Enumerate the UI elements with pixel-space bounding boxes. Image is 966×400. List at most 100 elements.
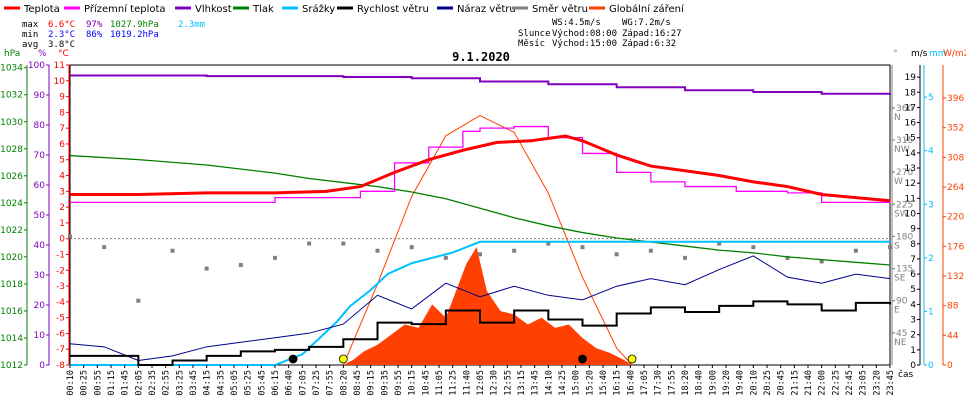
mm-axis-label: 4: [928, 147, 934, 157]
degc-axis-label: 2: [59, 203, 65, 213]
pct-axis-label: 90: [34, 91, 46, 101]
x-tick-label: 20:45: [777, 370, 787, 396]
x-axis: 00:10 00:25 00:55 01:15 01:45 02:05 02:35 02:55…: [66, 365, 896, 396]
wind-direction-point: [888, 245, 892, 250]
x-tick-label: 07:55: [326, 370, 336, 396]
x-tick-label: 12:05: [476, 370, 486, 396]
ms-axis-label: 4: [910, 300, 916, 310]
ms-axis-label: 6: [910, 270, 916, 280]
x-tick-label: 22:00: [818, 370, 828, 396]
x-tick-label: 08:45: [353, 370, 363, 396]
info-ws: WS:4.5m/s: [552, 18, 601, 28]
hpa-axis-label: 1016: [0, 307, 23, 317]
x-tick-label: 19:20: [722, 370, 732, 396]
degc-axis-label: 8: [59, 108, 65, 118]
x-tick-label: 17:30: [654, 370, 664, 396]
chart-title: 9.1.2020: [452, 50, 510, 64]
unit-ms: m/s: [911, 49, 928, 59]
hpa-axis-label: 1026: [0, 172, 23, 182]
plot-area: [68, 74, 892, 366]
x-tick-label: 23:20: [872, 370, 882, 396]
pct-axis-label: 0: [39, 361, 45, 371]
legend-label: Srážky: [302, 3, 335, 15]
wm2-axis-label: 0: [947, 361, 953, 371]
wind-direction-point: [683, 255, 687, 260]
wm2-axis-label: 176: [947, 242, 964, 252]
x-tick-label: 02:55: [162, 370, 172, 396]
x-tick-label: 00:55: [93, 370, 103, 396]
x-tick-label: 13:15: [517, 370, 527, 396]
ms-axis-label: 0: [910, 361, 916, 371]
sunrise-marker: [338, 354, 348, 364]
degc-axis-label: 1: [59, 219, 65, 229]
legend: Teplota Přízemní teplota Vlhkost Tlak Srážky…: [4, 3, 685, 15]
axes: 1012101410161018102010221024102610281030…: [0, 61, 964, 371]
degc-axis-label: 11: [54, 61, 65, 71]
pressure-line: [69, 154, 891, 266]
stats-avg-label: avg: [22, 40, 38, 50]
degc-axis-label: 4: [59, 172, 65, 182]
x-tick-label: 19:40: [736, 370, 746, 396]
wind-direction-point: [648, 248, 653, 253]
unit-hpa: hPa: [4, 49, 20, 59]
stats-avg-temp: 3.8°C: [48, 40, 75, 50]
x-tick-label: 22:25: [831, 370, 841, 396]
pct-axis-label: 30: [34, 271, 46, 281]
deg-axis-label: 180: [896, 232, 913, 242]
ms-axis-label: 19: [905, 73, 917, 83]
x-tick-label: 22:45: [845, 370, 855, 396]
x-tick-label: 17:55: [667, 370, 677, 396]
legend-label: Přízemní teplota: [84, 3, 166, 15]
wind-direction-point: [68, 234, 72, 239]
x-tick-label: 02:05: [134, 370, 144, 396]
hpa-axis-label: 1024: [0, 199, 23, 209]
ms-axis-label: 8: [910, 240, 916, 250]
deg-axis-label: 135: [896, 265, 913, 275]
wind-direction-point: [614, 252, 619, 257]
degc-axis-label: 9: [59, 93, 65, 103]
x-tick-label: 02:35: [148, 370, 158, 396]
x-tick-label: 12:55: [503, 370, 513, 396]
x-tick-label: 11:25: [449, 370, 459, 396]
unit-cas: čas: [898, 369, 913, 380]
moonset-marker: [288, 354, 298, 364]
wind-direction-point: [102, 245, 107, 250]
legend-label: Globální záření: [609, 3, 685, 15]
x-tick-label: 11:05: [435, 370, 445, 396]
info-wg: WG:7.2m/s: [622, 18, 671, 28]
degc-axis-label: 10: [54, 77, 66, 87]
x-tick-label: 23:45: [886, 370, 896, 396]
info-block: WS:4.5m/s WG:7.2m/s Slunce Východ:08:00 …: [518, 18, 682, 49]
unit-degc: °C: [58, 49, 69, 59]
x-tick-label: 18:20: [681, 370, 691, 396]
deg-dir-label: SW: [894, 209, 909, 219]
pct-axis-label: 40: [34, 241, 46, 251]
stats-min-press: 1019.2hPa: [110, 30, 159, 40]
x-tick-label: 05:25: [244, 370, 254, 396]
x-tick-label: 07:25: [312, 370, 322, 396]
hpa-axis-label: 1012: [0, 361, 23, 371]
x-tick-label: 09:55: [394, 370, 404, 396]
mm-axis-label: 1: [928, 307, 934, 317]
wind-direction-point: [238, 263, 243, 267]
hpa-axis-label: 1028: [0, 145, 23, 155]
stats-max-hum: 97%: [86, 20, 103, 30]
deg-axis-label: 360: [896, 104, 913, 114]
humidity-line: [70, 74, 891, 95]
hpa-axis-label: 1030: [0, 118, 23, 128]
x-tick-label: 08:20: [339, 370, 349, 396]
wind-speed-line: [70, 300, 891, 366]
wind-direction-point: [136, 298, 141, 303]
degc-axis-label: 6: [59, 140, 65, 150]
stats-max-temp: 6.6°C: [48, 20, 75, 30]
wm2-axis-label: 132: [947, 272, 964, 282]
radiation-area: [343, 247, 633, 365]
wm2-axis-label: 44: [947, 331, 959, 341]
degc-axis-label: 3: [59, 187, 65, 197]
wind-direction-point: [307, 241, 312, 246]
ms-axis-label: 5: [910, 285, 916, 295]
degc-axis-label: -6: [56, 329, 65, 339]
x-tick-label: 05:05: [230, 370, 240, 396]
deg-dir-label: E: [894, 306, 900, 316]
x-tick-label: 04:35: [216, 370, 226, 396]
